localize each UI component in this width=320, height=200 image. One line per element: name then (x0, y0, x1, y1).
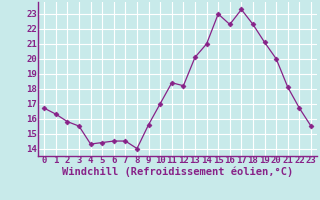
X-axis label: Windchill (Refroidissement éolien,°C): Windchill (Refroidissement éolien,°C) (62, 166, 293, 177)
